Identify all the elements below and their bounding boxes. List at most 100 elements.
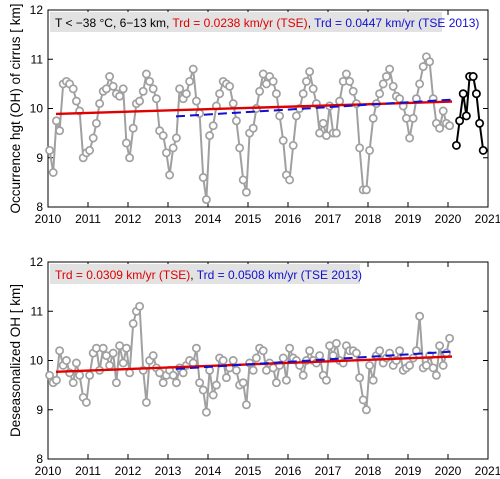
monthly-point xyxy=(188,64,198,74)
x-tick-label: 2018 xyxy=(355,212,382,226)
monthly-point xyxy=(51,116,61,126)
monthly-point xyxy=(445,121,455,131)
monthly-point xyxy=(108,81,118,91)
x-tick-label: 2011 xyxy=(75,212,101,226)
annotation-box xyxy=(50,264,360,284)
y-tick-label: 12 xyxy=(30,3,44,17)
x-axis-ticks: 2010 2011 2012 2013 2014 2015 2016 2017 2018 2019… xyxy=(35,10,500,226)
monthly-point xyxy=(418,62,428,72)
monthly-point xyxy=(198,173,208,182)
monthly-point xyxy=(168,370,178,380)
monthly-point xyxy=(235,143,245,153)
monthly-point xyxy=(351,348,361,358)
monthly-point xyxy=(285,175,295,185)
monthly-point xyxy=(165,170,175,180)
monthly-point xyxy=(435,341,445,351)
monthly-point xyxy=(98,343,108,353)
monthly-point xyxy=(298,370,308,380)
monthly-point xyxy=(55,346,65,356)
monthly-point xyxy=(191,343,201,353)
y-axis-label: Deseasonalized OH [ km] xyxy=(8,284,23,437)
monthly-point xyxy=(175,84,185,94)
monthly-point xyxy=(308,84,318,94)
monthly-point xyxy=(118,84,128,94)
y-tick-label: 12 xyxy=(30,255,44,269)
y-tick-label: 10 xyxy=(30,354,44,368)
x-tick-label: 2013 xyxy=(155,212,182,226)
monthly-point xyxy=(438,360,448,370)
monthly-point xyxy=(181,89,191,99)
monthly-point xyxy=(361,405,371,415)
x-tick-label: 2012 xyxy=(115,464,142,478)
monthly-point xyxy=(318,118,328,128)
monthly-point xyxy=(121,138,131,148)
monthly-point xyxy=(138,86,148,96)
monthly-point xyxy=(228,99,238,109)
monthly-point xyxy=(161,148,171,158)
x-axis-ticks: 2010 2011 2012 2013 2014 2015 2016 2017 2018 2019… xyxy=(35,262,500,478)
monthly-point xyxy=(128,319,138,329)
monthly-point xyxy=(385,64,395,74)
panel-occurrence-height: 2010 2011 2012 2013 2014 2015 2016 2017 2018 2019… xyxy=(8,3,500,226)
monthly-point xyxy=(115,91,125,101)
point-2020 xyxy=(475,118,485,128)
monthly-point xyxy=(191,96,201,106)
monthly-point xyxy=(255,86,265,96)
x-tick-label: 2020 xyxy=(435,464,462,478)
monthly-point xyxy=(238,175,248,185)
monthly-point xyxy=(205,131,215,141)
monthly-point xyxy=(408,113,418,123)
monthly-point xyxy=(365,360,375,370)
monthly-point xyxy=(395,94,405,104)
monthly-point xyxy=(228,356,238,365)
monthly-point xyxy=(231,365,241,375)
monthly-point xyxy=(81,397,91,407)
monthly-point xyxy=(168,143,178,153)
monthly-point xyxy=(68,84,78,94)
x-tick-label: 2018 xyxy=(355,464,382,478)
y-tick-label: 11 xyxy=(31,52,44,66)
monthly-point xyxy=(355,373,365,383)
monthly-point xyxy=(395,346,405,356)
monthly-point xyxy=(321,375,331,385)
monthly-point xyxy=(225,81,235,91)
monthly-point xyxy=(271,378,281,388)
monthly-point xyxy=(68,378,78,388)
monthly-point xyxy=(348,86,358,96)
annotation-trend-tse: Trd = 0.0309 km/yr (TSE) xyxy=(55,268,190,282)
monthly-point xyxy=(201,407,211,417)
monthly-point xyxy=(315,351,325,361)
monthly-point xyxy=(208,121,218,131)
monthly-point xyxy=(375,346,385,356)
monthly-point xyxy=(361,185,371,195)
x-tick-label: 2021 xyxy=(475,212,500,226)
series-layer xyxy=(45,301,455,417)
monthly-point xyxy=(148,351,158,361)
monthly-point xyxy=(281,375,291,385)
monthly-point xyxy=(285,343,295,353)
monthly-point xyxy=(158,131,168,141)
monthly-point xyxy=(128,123,138,133)
y-tick-label: 11 xyxy=(31,304,44,318)
monthly-point xyxy=(95,99,105,109)
monthly-point xyxy=(75,370,85,380)
monthly-point xyxy=(301,76,311,86)
monthly-point xyxy=(305,346,315,356)
point-2020 xyxy=(468,72,478,81)
monthly-point xyxy=(445,333,455,343)
x-tick-label: 2010 xyxy=(35,212,62,226)
monthly-point xyxy=(71,358,81,368)
monthly-point xyxy=(275,111,285,121)
monthly-point xyxy=(105,360,115,370)
monthly-point xyxy=(368,375,378,385)
monthly-point xyxy=(248,365,258,375)
x-tick-label: 2015 xyxy=(235,464,262,478)
monthly-point xyxy=(135,96,145,106)
monthly-point xyxy=(71,96,81,106)
monthly-point xyxy=(298,89,308,99)
monthly-point xyxy=(258,346,268,356)
monthly-point xyxy=(425,57,435,67)
x-tick-label: 2013 xyxy=(155,464,182,478)
monthly-point xyxy=(331,338,341,348)
point-2020 xyxy=(461,111,471,121)
